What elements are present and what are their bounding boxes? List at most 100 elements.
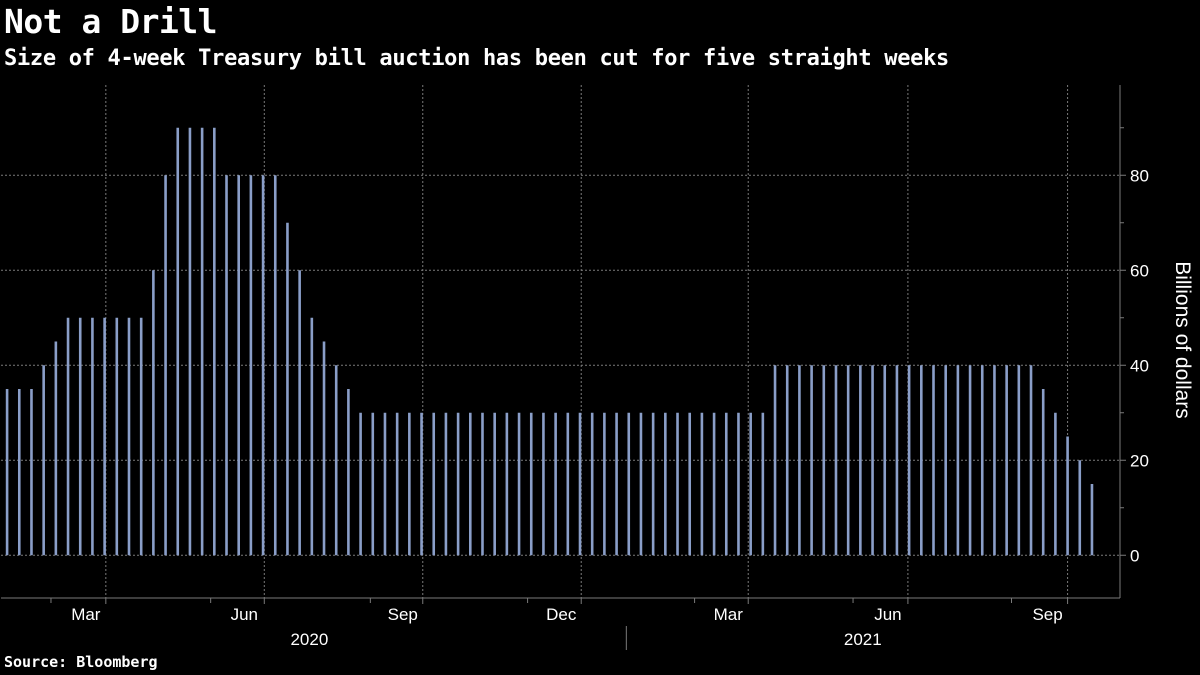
bar (773, 365, 777, 556)
bar (66, 317, 70, 556)
bar (408, 412, 411, 556)
bar (944, 365, 947, 556)
bar (1041, 389, 1045, 556)
y-tick-label: 40 (1130, 356, 1149, 375)
bar (322, 341, 326, 556)
bar (968, 365, 972, 556)
bar (237, 175, 240, 556)
bar (822, 365, 826, 556)
bar (639, 412, 643, 556)
bar (846, 365, 850, 556)
bar (213, 127, 216, 556)
bar (273, 175, 277, 556)
bar (761, 412, 765, 556)
bar (493, 412, 496, 556)
bar (1078, 460, 1082, 556)
bar (505, 412, 509, 556)
x-tick-label: Sep (388, 605, 418, 624)
bar (420, 412, 423, 556)
bar (152, 270, 155, 556)
bar (993, 365, 996, 556)
bar (615, 412, 618, 556)
bar (603, 412, 606, 556)
bar (700, 412, 704, 556)
bar (5, 389, 9, 556)
bar (907, 365, 911, 556)
x-tick-label: Mar (714, 605, 744, 624)
bar (590, 412, 594, 556)
x-tick-label: Jun (231, 605, 258, 624)
bar (298, 270, 301, 556)
bar (627, 412, 631, 556)
bar (785, 365, 789, 556)
bar (359, 412, 362, 556)
bar (164, 175, 167, 556)
bar (456, 412, 460, 556)
y-tick-label: 20 (1130, 451, 1149, 470)
bar (200, 127, 204, 556)
bar (310, 317, 314, 556)
x-tick-label: Jun (874, 605, 901, 624)
bar (932, 365, 935, 556)
y-tick-label: 0 (1130, 546, 1139, 565)
bar (1029, 365, 1033, 556)
bar (517, 412, 521, 556)
x-tick-label: Sep (1032, 605, 1062, 624)
bar (1066, 436, 1069, 556)
bar (383, 412, 387, 556)
bar (651, 412, 655, 556)
bar (371, 412, 375, 556)
bar (444, 412, 448, 556)
bar (286, 222, 289, 556)
bar (347, 389, 350, 556)
bar (103, 317, 106, 556)
bar (78, 317, 82, 556)
bar (432, 412, 436, 556)
bar (30, 389, 33, 556)
y-tick-label: 60 (1130, 261, 1149, 280)
bar (980, 365, 984, 556)
bar (481, 412, 484, 556)
source-note: Source: Bloomberg (4, 653, 158, 671)
bar (91, 317, 94, 556)
bar (249, 175, 253, 556)
bar (1005, 365, 1008, 556)
bar (1054, 412, 1057, 556)
bar (676, 412, 679, 556)
bar (127, 317, 131, 556)
bar (798, 365, 801, 556)
bars-layer (5, 127, 1094, 556)
axis-layer: 0 20 40 60 80 Mar Jun Sep Dec Mar Jun Sep 2020 2021 (1, 85, 1149, 650)
bar (664, 412, 667, 556)
bar (139, 317, 143, 556)
bar (115, 317, 119, 556)
bar (554, 412, 557, 556)
bar (42, 365, 45, 556)
bar (566, 412, 570, 556)
bar (956, 365, 960, 556)
bar (871, 365, 874, 556)
year-label: 2020 (290, 630, 328, 649)
bar (529, 412, 533, 556)
bar (225, 175, 228, 556)
bar (895, 365, 899, 556)
bar (920, 365, 923, 556)
bar (395, 412, 399, 556)
bar (1017, 365, 1021, 556)
bar (542, 412, 545, 556)
x-tick-label: Mar (71, 605, 101, 624)
y-axis-title: Billions of dollars (1171, 261, 1194, 419)
bar (688, 412, 692, 556)
chart-subtitle: Size of 4-week Treasury bill auction has… (4, 46, 949, 71)
bar (737, 412, 740, 556)
bar (334, 365, 338, 556)
bar (859, 365, 862, 556)
bar (54, 341, 58, 556)
bar (578, 412, 582, 556)
bar (883, 365, 887, 556)
bar (17, 389, 21, 556)
grid-layer (1, 85, 1120, 598)
y-tick-label: 80 (1130, 166, 1149, 185)
bar (261, 175, 265, 556)
